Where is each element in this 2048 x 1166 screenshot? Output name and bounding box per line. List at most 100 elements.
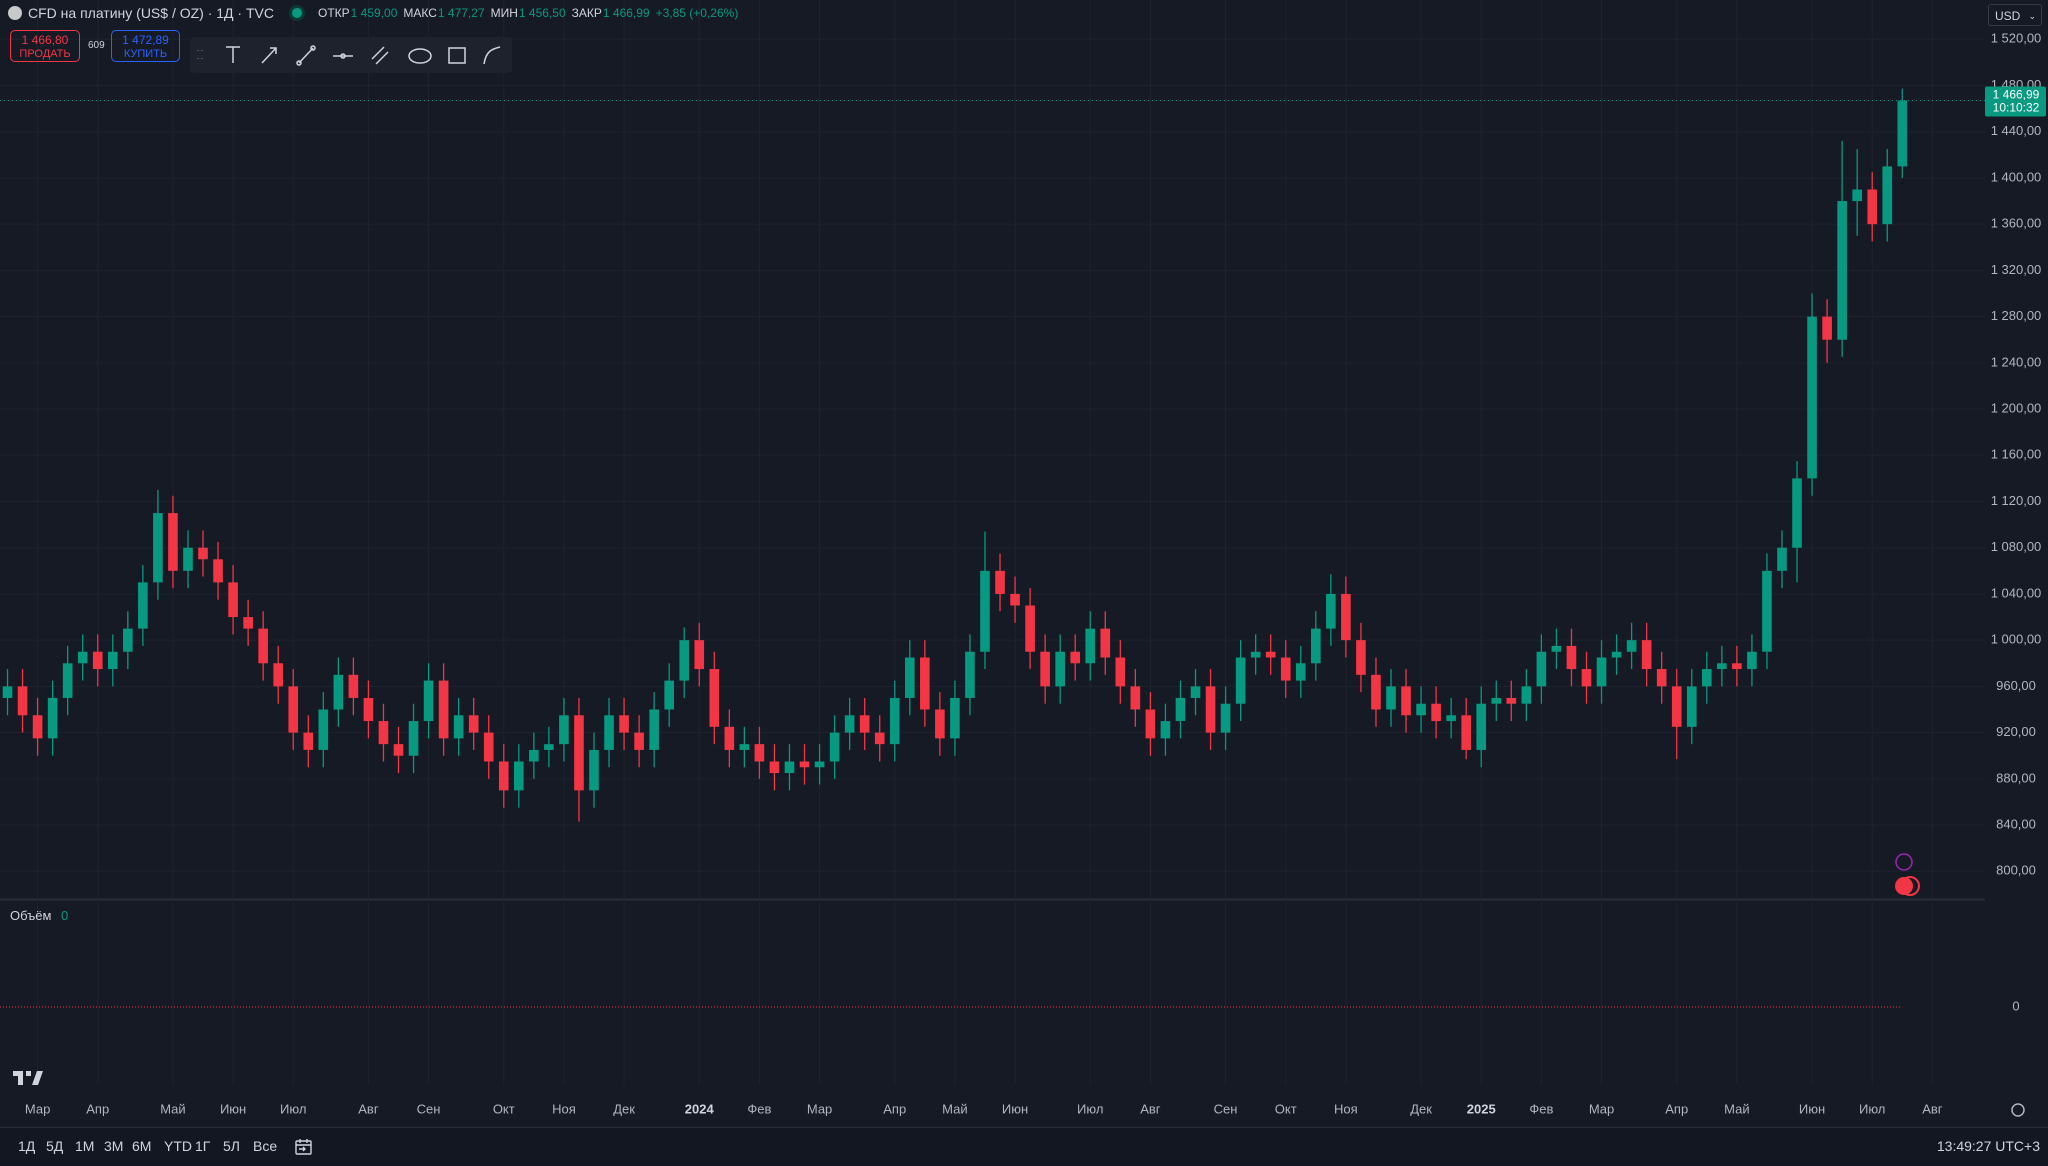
symbol-title[interactable]: CFD на платину (US$ / OZ) · 1Д · TVC [28,5,274,21]
candle-body [604,715,614,750]
candle-body [724,726,735,750]
candle-body [1897,100,1908,167]
tv-logo[interactable] [12,1068,44,1093]
high-value: 1 477,27 [437,6,485,20]
x-tick-label: 2025 [1467,1101,1496,1116]
x-tick-label: Окт [1275,1101,1297,1116]
x-tick-label: Ноя [552,1101,576,1116]
candle-body [1762,570,1772,652]
candle-body [1521,686,1532,704]
candle-body [1506,697,1517,704]
y-tick-label: 1 520,00 [1991,31,2042,46]
high-label: МАКС [403,6,437,20]
candle-body [1581,669,1592,687]
x-tick-label: Май [942,1101,967,1116]
time-settings[interactable] [2011,1103,2025,1117]
range-button[interactable]: 3М [104,1138,124,1154]
candle-body [1822,316,1832,340]
arrow-tool[interactable] [261,47,277,64]
candle-body [1807,316,1817,479]
date-range-button[interactable] [294,1137,314,1157]
horizontal-line-tool[interactable] [333,53,353,59]
candle-body [333,674,344,710]
symbol-logo [8,6,22,20]
path-tool[interactable] [483,46,501,65]
x-tick-label: Апр [883,1101,906,1116]
candle-body [769,761,780,774]
ellipse-tool[interactable] [408,48,432,64]
y-tick-label: 1 160,00 [1991,447,2042,462]
candle-body [363,697,374,722]
event-icons [1895,853,1920,896]
candle-body [1085,628,1096,664]
x-tick-label: Июн [1799,1101,1825,1116]
candle-body [1265,651,1276,658]
range-button[interactable]: YTD [164,1138,192,1154]
candle-body [2,686,13,698]
candle-body [408,721,419,756]
candle-body [1837,201,1847,340]
range-button[interactable]: 1Д [18,1138,36,1154]
range-button[interactable]: 5Д [46,1138,64,1154]
candle-body [47,697,58,739]
buy-button[interactable]: 1 472,89 КУПИТЬ [111,30,180,62]
candle-body [1491,697,1502,704]
x-tick-label: Сен [417,1101,441,1116]
candle-body [754,744,765,762]
text-tool[interactable] [226,46,240,63]
candle-body [529,749,539,762]
buy-price: 1 472,89 [122,33,169,47]
candle-body [273,663,284,687]
candle-body [77,651,88,664]
currency-select[interactable]: USD ⌄ [1988,4,2042,26]
price-label: 1 466,99 [1993,88,2040,102]
candle-body [1792,478,1802,548]
candle-body [62,663,73,698]
y-tick-label: 960,00 [1996,678,2036,693]
range-button[interactable]: 1Г [195,1138,211,1154]
candle-body [574,715,584,791]
candle-body [1446,715,1456,722]
clock[interactable]: 13:49:27 UTC+3 [1936,1138,2040,1154]
candle-body [1100,628,1111,658]
candle-body [1130,686,1141,710]
candle-body [799,761,810,768]
candle-body [183,547,193,571]
volume-axis-label: 0 [2012,998,2019,1013]
candle-body [1717,663,1727,670]
candle-body [904,657,915,698]
rectangle-tool[interactable] [448,47,466,64]
candle-body [348,674,359,698]
candle-body [1280,657,1291,681]
candle-body [1160,721,1171,739]
candle-body [1551,645,1562,652]
x-tick-label: Июл [1077,1101,1103,1116]
low-value: 1 456,50 [518,6,566,20]
candle-body [920,657,930,710]
candle-body [1220,703,1231,733]
range-button[interactable]: 1М [75,1138,95,1154]
x-tick-label: Апр [86,1101,109,1116]
channel-tool[interactable] [371,46,389,65]
sell-label: ПРОДАТЬ [19,48,71,60]
x-tick-label: Апр [1665,1101,1688,1116]
drawing-tools [197,45,501,66]
close-value: 1 466,99 [602,6,650,20]
candle-body [288,686,299,733]
buy-label: КУПИТЬ [123,48,168,60]
x-tick-label: Май [1724,1101,1749,1116]
candle-body [138,582,148,629]
range-button[interactable]: Все [253,1138,278,1154]
candle-body [228,582,238,618]
candle-body [1025,605,1035,652]
x-tick-label: Дек [613,1101,635,1116]
bottom-toolbar: 13:49:27 UTC+3 1Д 5Д 1М 3М 6М YTD 1Г 5Л Все [0,1127,2048,1166]
range-button[interactable]: 6М [132,1138,152,1154]
range-button[interactable]: 5Л [223,1138,240,1154]
candle-body [318,709,329,750]
candle-body [423,680,434,722]
candle-body [1641,640,1652,670]
candle-body [634,732,644,750]
sell-button[interactable]: 1 466,80 ПРОДАТЬ [10,30,80,62]
trend-line-tool[interactable] [296,45,316,66]
